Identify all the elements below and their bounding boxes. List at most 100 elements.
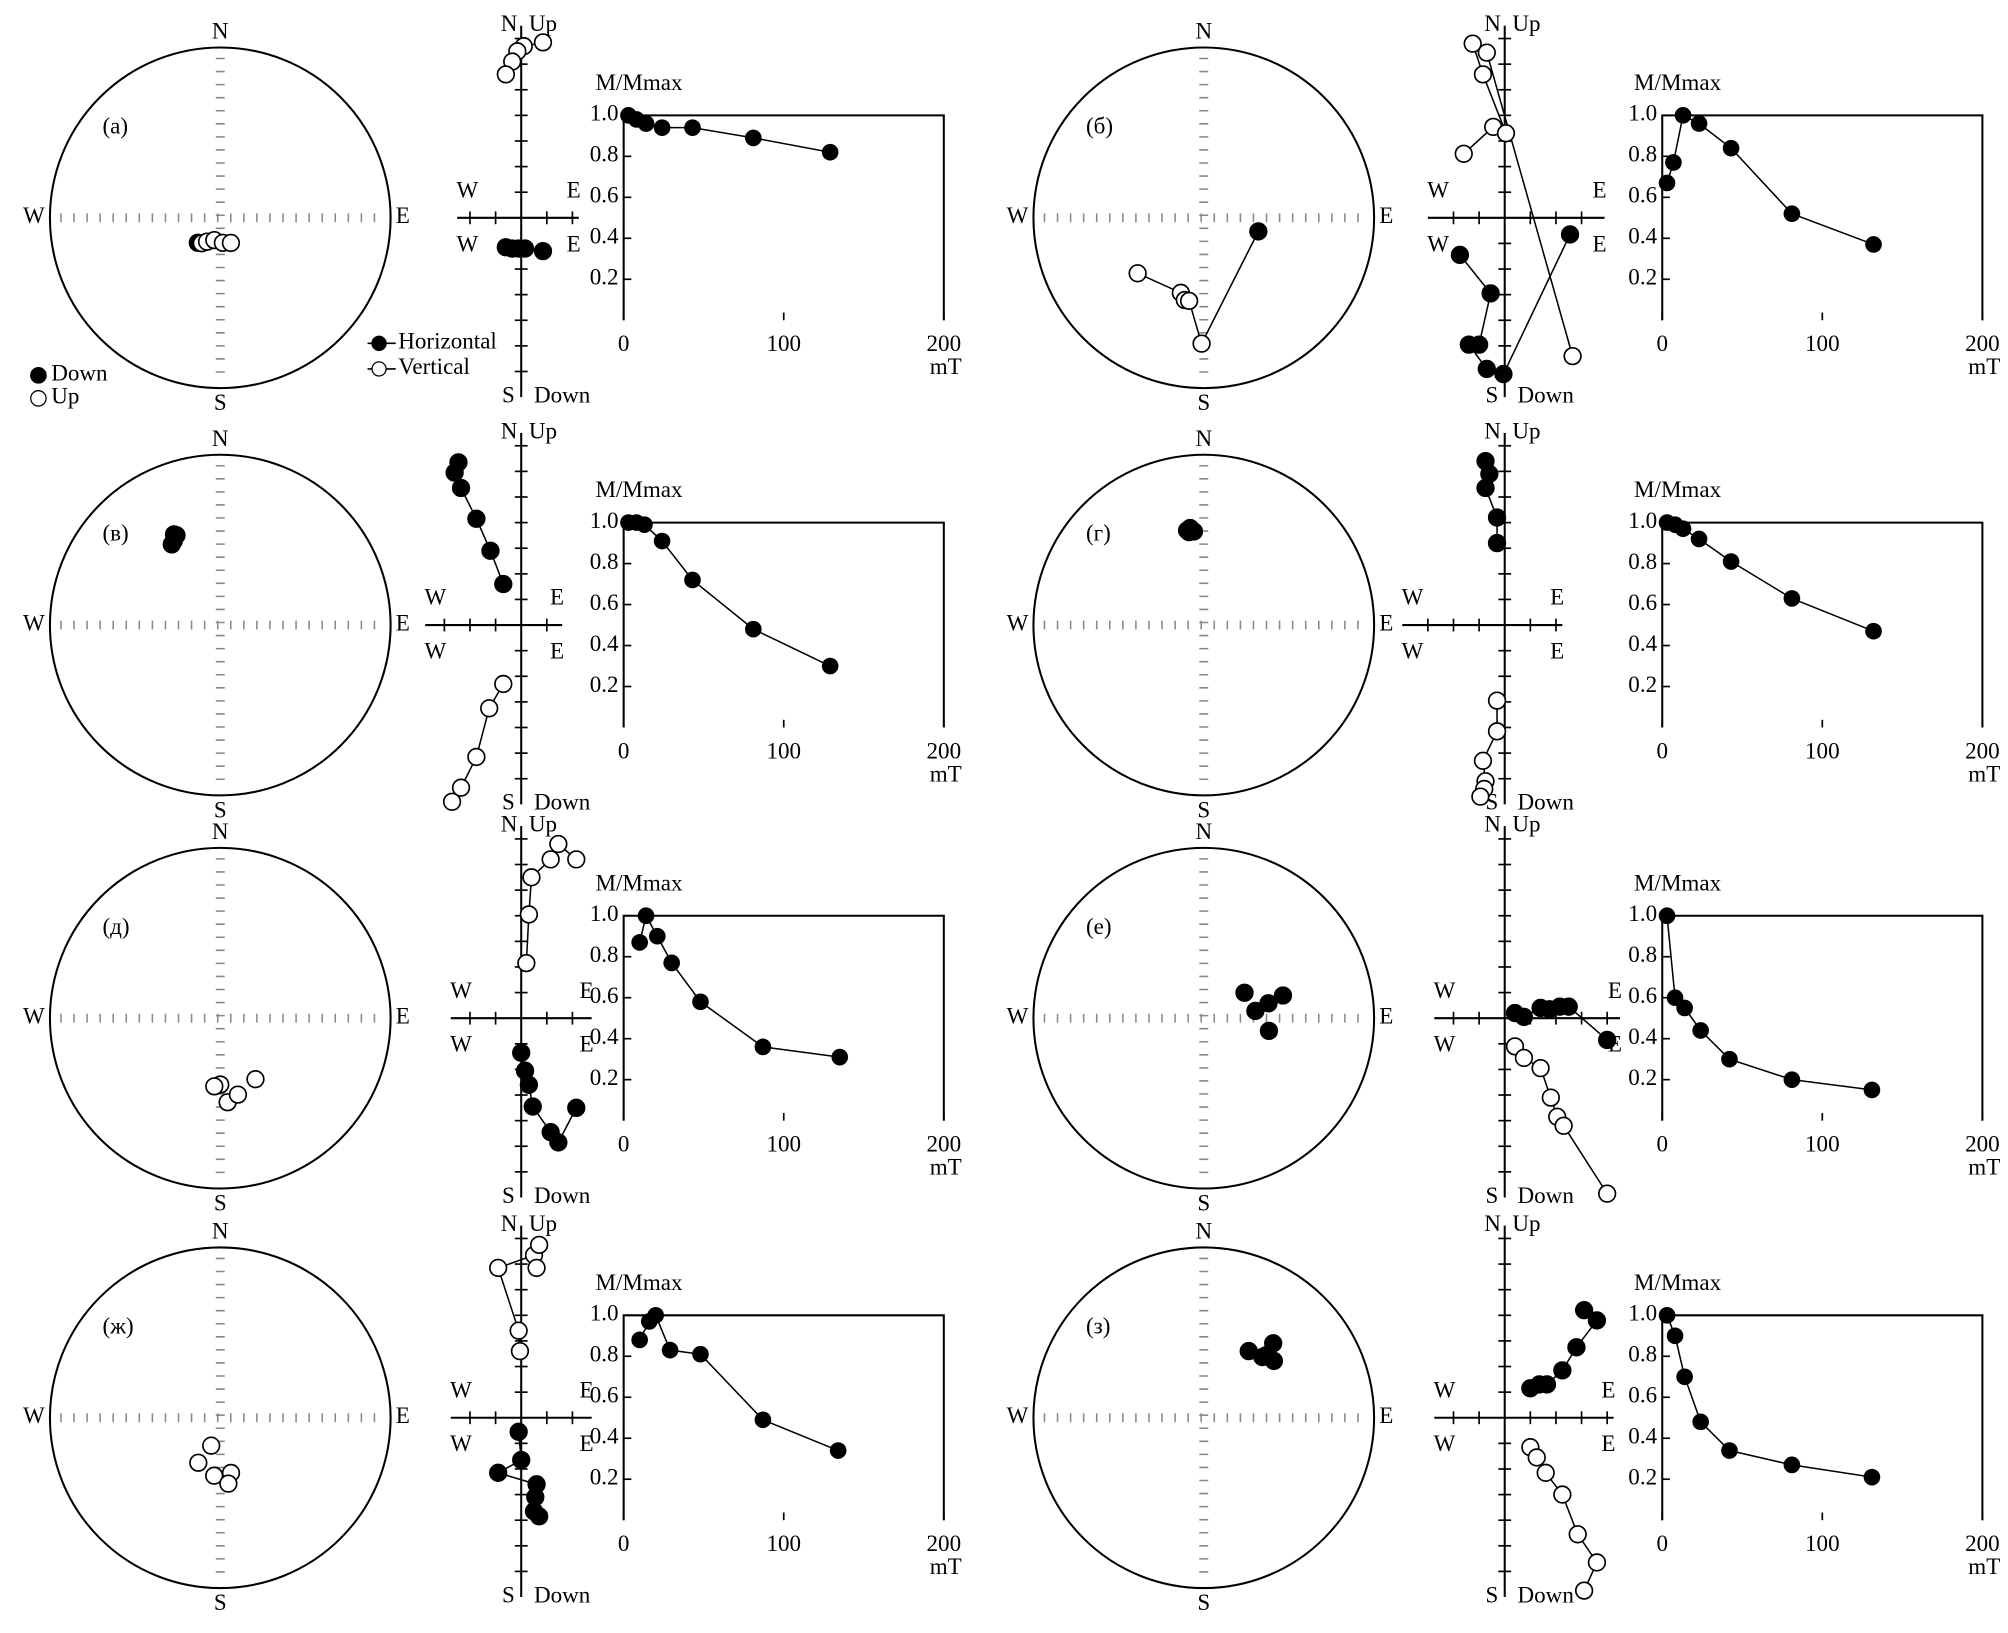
axis-label: N — [501, 417, 518, 443]
projection-point — [489, 1258, 508, 1278]
projection-point — [1473, 751, 1493, 770]
demag-point — [754, 1411, 772, 1429]
y-tick-label: 0.4 — [590, 223, 619, 249]
axis-label: Down — [534, 1182, 591, 1208]
y-tick-label: 0.6 — [1628, 1382, 1657, 1408]
x-tick-label: 0 — [618, 737, 630, 763]
axis-label: W — [450, 1376, 472, 1402]
direction-label: N — [1195, 818, 1212, 844]
panel-label: (д) — [102, 913, 129, 939]
direction-label: S — [1197, 389, 1210, 415]
projection-point — [567, 1098, 586, 1117]
y-tick-label: 0.2 — [590, 264, 619, 290]
y-tick-label: 0.6 — [1628, 589, 1657, 615]
axis-label: Down — [1518, 1182, 1575, 1208]
demag-point — [648, 927, 666, 945]
stereonet-circle — [1032, 846, 1376, 1190]
projection-point — [1553, 1485, 1572, 1504]
y-tick-label: 0.6 — [590, 589, 619, 615]
demag-point — [1721, 1050, 1738, 1068]
direction-label: N — [212, 425, 229, 451]
axis-label: Up — [529, 810, 557, 836]
x-tick-label: 200 — [927, 1131, 962, 1157]
y-tick-label: 1.0 — [1628, 1300, 1657, 1326]
projection-point — [1481, 284, 1500, 303]
demag-point — [1676, 1368, 1693, 1386]
axis-label: E — [1550, 584, 1564, 610]
panel-label: (а) — [102, 112, 128, 138]
axis-label: E — [579, 1031, 593, 1057]
demag-point — [1863, 1081, 1881, 1099]
demag-point — [684, 571, 701, 589]
demag-point — [653, 119, 671, 136]
x-tick-label: 200 — [927, 1530, 962, 1556]
projection-point — [442, 792, 462, 811]
demag-point — [1658, 907, 1676, 925]
projection-point — [509, 1422, 528, 1441]
stereonet-circle — [48, 1246, 392, 1590]
demag-point — [744, 620, 762, 638]
direction-label: W — [23, 1002, 45, 1028]
demag-point — [1783, 590, 1801, 607]
legend-marker — [30, 390, 47, 407]
y-tick-label: 0.4 — [1628, 1023, 1657, 1049]
legend-marker — [30, 367, 47, 384]
axis-label: W — [1427, 176, 1449, 202]
direction-label: W — [23, 609, 45, 635]
projection-point — [527, 1258, 546, 1278]
x-tick-label: 0 — [618, 1530, 630, 1556]
legend-label: Vertical — [398, 353, 470, 379]
projection-point — [1471, 787, 1490, 806]
y-tick-label: 1.0 — [590, 507, 619, 533]
demag-point — [821, 143, 839, 161]
direction-point — [1192, 334, 1211, 353]
axis-label: S — [1485, 1182, 1498, 1208]
direction-point — [1179, 522, 1199, 542]
plot-frame — [622, 114, 945, 321]
axis-label: W — [450, 1031, 472, 1057]
direction-label: W — [1007, 1402, 1029, 1428]
axis-label: N — [501, 810, 518, 836]
projection-point — [509, 1321, 528, 1340]
projection-point — [467, 509, 486, 528]
y-tick-label: 0.8 — [1628, 941, 1657, 967]
demag-point — [1676, 999, 1693, 1017]
projection-point — [1574, 1301, 1594, 1320]
projection-point — [549, 834, 568, 854]
x-tick-label: 100 — [766, 330, 801, 356]
demag-point — [1722, 139, 1740, 157]
projection-point — [496, 65, 515, 84]
axis-label: E — [550, 584, 564, 610]
direction-point — [1128, 264, 1147, 283]
y-tick-label: 0.2 — [1628, 264, 1657, 290]
y-axis-title: M/Mmax — [595, 476, 683, 502]
direction-point — [189, 1453, 208, 1472]
demag-point — [1674, 107, 1692, 124]
demag-point — [1674, 520, 1692, 538]
y-tick-label: 0.8 — [590, 141, 619, 167]
axis-label: E — [579, 1430, 593, 1456]
axis-label: S — [502, 381, 515, 407]
y-axis-title: M/Mmax — [595, 1269, 683, 1295]
projection-point — [1494, 364, 1513, 384]
direction-label: E — [396, 1002, 410, 1028]
axis-label: Down — [534, 1581, 591, 1607]
projection-point — [481, 541, 500, 560]
y-tick-label: 1.0 — [590, 100, 619, 126]
projection-point — [1536, 1463, 1555, 1482]
axis-label: Up — [1512, 810, 1540, 836]
axis-label: N — [1484, 10, 1501, 36]
stereonet-circle — [1032, 453, 1376, 797]
y-axis-title: M/Mmax — [1634, 476, 1722, 502]
demag-point — [1658, 1306, 1676, 1324]
axis-label: Down — [534, 381, 591, 407]
projection-point — [451, 478, 471, 498]
demag-line — [1666, 1315, 1873, 1478]
demag-point — [1863, 1468, 1881, 1486]
demag-point — [636, 516, 653, 533]
y-tick-label: 0.8 — [1628, 141, 1657, 167]
projection-point — [1567, 1338, 1586, 1357]
stereonet-circle — [1032, 1246, 1376, 1590]
projection-point — [1514, 1048, 1534, 1068]
projection-point — [1598, 1030, 1617, 1050]
